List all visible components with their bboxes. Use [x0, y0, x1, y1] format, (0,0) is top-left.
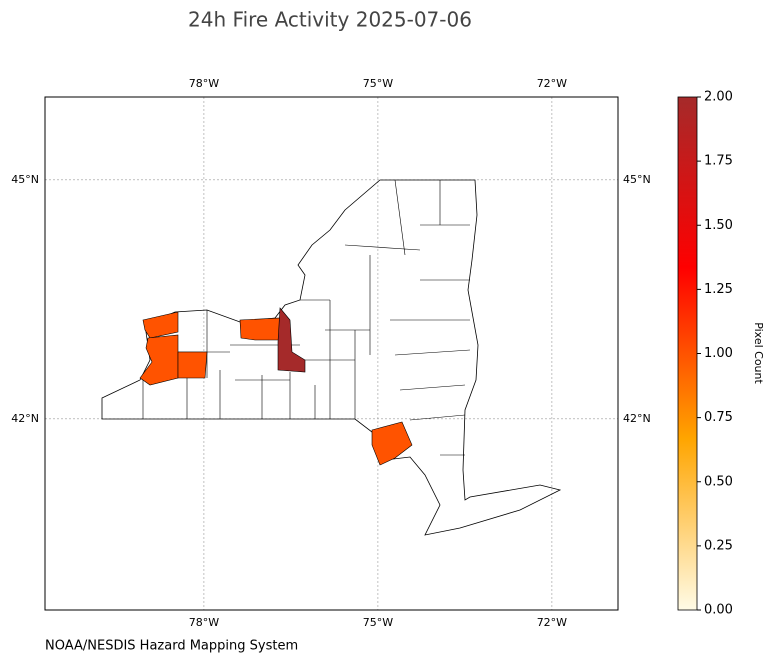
colorbar-label: Pixel Count [752, 322, 765, 384]
x-tick-label-top: 75°W [363, 77, 393, 90]
colorbar-tick-label: 1.25 [704, 282, 733, 297]
county-lines [142, 179, 471, 456]
county-fire [139, 334, 179, 386]
colorbar-tick-label: 1.50 [704, 218, 733, 233]
y-tick-label-left: 42°N [11, 412, 39, 425]
credit: NOAA/NESDIS Hazard Mapping System [45, 639, 298, 654]
colorbar-tick-label: 0.50 [704, 474, 733, 489]
x-tick-label-top: 72°W [537, 77, 567, 90]
map-title: 24h Fire Activity 2025-07-06 [188, 8, 472, 32]
county-fire [177, 351, 208, 379]
y-tick-label-left: 45°N [11, 173, 39, 186]
county-fire [371, 421, 413, 466]
map-frame [44, 96, 619, 611]
colorbar-tick-label: 0.00 [704, 603, 733, 618]
colorbar-tick-label: 0.75 [704, 410, 733, 425]
county-fire [142, 311, 179, 339]
county-fire [239, 317, 281, 341]
x-tick-label-bottom: 72°W [537, 616, 567, 629]
x-tick-label-top: 78°W [189, 77, 219, 90]
y-tick-label-right: 42°N [623, 412, 651, 425]
colorbar-tick-label: 0.25 [704, 538, 733, 553]
colorbar-tick-label: 1.75 [704, 154, 733, 169]
colorbar-tick-label: 1.00 [704, 346, 733, 361]
y-tick-label-right: 45°N [623, 173, 651, 186]
county-fire [277, 307, 306, 373]
x-tick-label-bottom: 78°W [189, 616, 219, 629]
x-tick-label-bottom: 75°W [363, 616, 393, 629]
colorbar [677, 96, 698, 611]
colorbar-tick-label: 2.00 [704, 90, 733, 105]
